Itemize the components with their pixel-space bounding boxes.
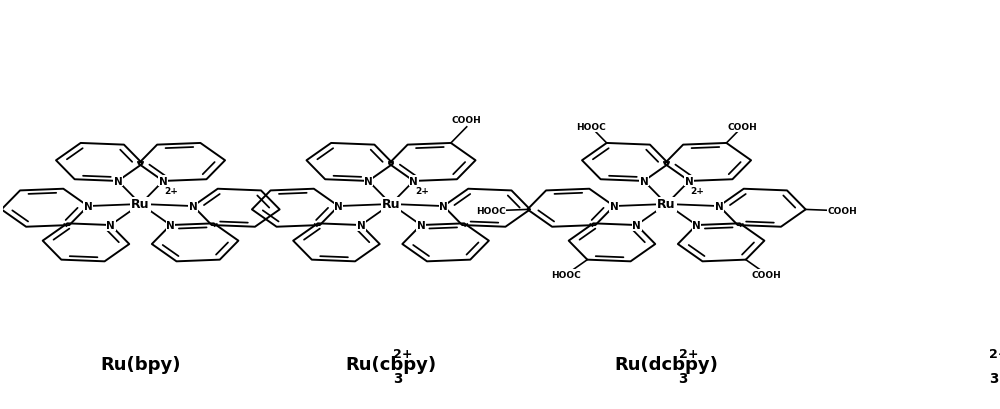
Text: HOOC: HOOC xyxy=(576,123,606,132)
Text: N: N xyxy=(610,202,618,211)
Text: 2+: 2+ xyxy=(164,186,178,195)
Text: Ru(dcbpy): Ru(dcbpy) xyxy=(615,355,718,373)
Text: 2+: 2+ xyxy=(393,347,412,360)
Text: N: N xyxy=(166,220,175,230)
Text: N: N xyxy=(159,177,168,187)
Text: N: N xyxy=(640,177,648,187)
Text: N: N xyxy=(409,177,418,187)
Text: N: N xyxy=(364,177,373,187)
Text: 2+: 2+ xyxy=(690,186,704,195)
Text: N: N xyxy=(439,202,448,211)
Text: 2+: 2+ xyxy=(679,347,698,360)
Text: 3: 3 xyxy=(393,371,402,385)
Text: Ru: Ru xyxy=(657,198,676,211)
Text: HOOC: HOOC xyxy=(476,207,506,216)
Text: N: N xyxy=(357,220,365,230)
Text: COOH: COOH xyxy=(727,123,757,132)
Text: Ru: Ru xyxy=(382,198,400,211)
Text: N: N xyxy=(114,177,122,187)
Text: Ru: Ru xyxy=(131,198,150,211)
Text: N: N xyxy=(334,202,343,211)
Text: N: N xyxy=(715,202,723,211)
Text: 3: 3 xyxy=(989,371,999,385)
Text: N: N xyxy=(84,202,92,211)
Text: Ru(cbpy): Ru(cbpy) xyxy=(345,355,437,373)
Text: N: N xyxy=(189,202,197,211)
Text: N: N xyxy=(417,220,425,230)
Text: 2+: 2+ xyxy=(415,186,429,195)
Text: N: N xyxy=(685,177,694,187)
Text: N: N xyxy=(692,220,701,230)
Text: COOH: COOH xyxy=(752,270,782,279)
Text: Ru(bpy): Ru(bpy) xyxy=(100,355,181,373)
Text: N: N xyxy=(106,220,115,230)
Text: COOH: COOH xyxy=(828,207,857,216)
Text: 3: 3 xyxy=(679,371,688,385)
Text: HOOC: HOOC xyxy=(551,270,581,279)
Text: 2+: 2+ xyxy=(989,347,1000,360)
Text: COOH: COOH xyxy=(452,115,482,124)
Text: N: N xyxy=(632,220,641,230)
